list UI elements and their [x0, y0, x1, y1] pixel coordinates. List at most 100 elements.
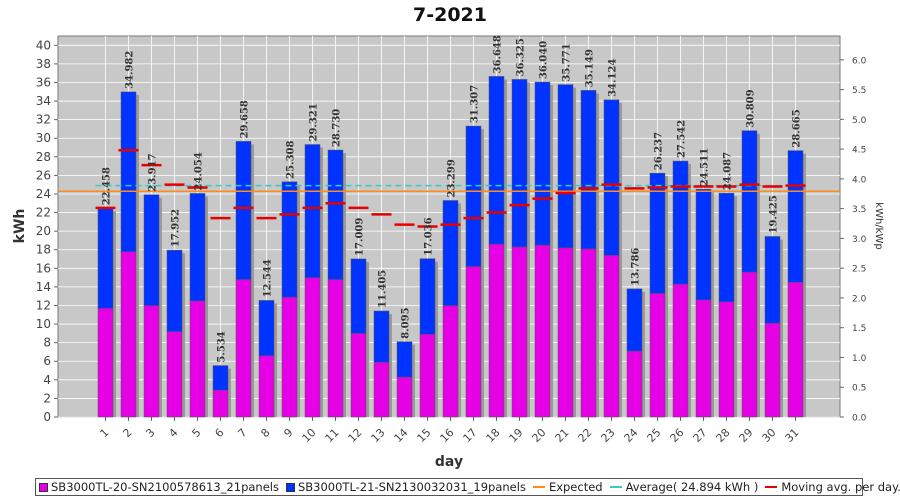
- x-tick-label: 17: [461, 426, 480, 445]
- bar-series1-day-10: [304, 277, 321, 418]
- bar-series2-day-10: [304, 144, 321, 278]
- legend-item-expected: Expected: [532, 480, 603, 494]
- bar-series2-day-28: [718, 192, 735, 303]
- bar-value-label: 19.425: [769, 195, 780, 233]
- y-tick-label: 28: [36, 150, 51, 164]
- legend-swatch-series1: [39, 482, 48, 492]
- y-tick-label: 6: [43, 354, 51, 368]
- chart-title: 7-2021: [413, 4, 487, 26]
- bar-series1-day-12: [350, 333, 367, 418]
- bar-series2-day-22: [580, 90, 597, 250]
- legend-item-series1: SB3000TL-20-SN2100578613_21panels: [39, 480, 279, 494]
- bar-series2-day-15: [419, 258, 436, 335]
- bar-value-label: 34.124: [608, 59, 619, 97]
- x-tick-label: 19: [507, 426, 526, 445]
- bar-series2-day-31: [787, 150, 804, 283]
- bar-series2-day-26: [672, 160, 689, 285]
- bar-series1-day-31: [787, 282, 804, 418]
- y2-tick-label: 1.5: [852, 324, 866, 334]
- x-tick-label: 6: [212, 426, 226, 440]
- bar-series2-day-13: [373, 310, 390, 363]
- bar-series1-day-21: [557, 247, 574, 418]
- bar-value-label: 28.665: [792, 109, 803, 147]
- bar-series1-day-15: [419, 334, 436, 418]
- y-tick-label: 32: [36, 113, 51, 127]
- x-tick-label: 5: [189, 426, 203, 440]
- legend-label-moving: Moving avg. per day.: [781, 480, 900, 494]
- bar-series1-day-26: [672, 283, 689, 418]
- bar-series2-day-7: [235, 141, 252, 280]
- x-tick-label: 28: [714, 426, 733, 445]
- bar-series2-day-9: [281, 181, 298, 298]
- bar-value-label: 34.982: [125, 51, 136, 89]
- x-axis-label: day: [435, 454, 463, 470]
- y2-axis-label: kWh/kWp: [873, 202, 884, 249]
- bar-value-label: 36.040: [539, 41, 550, 79]
- bar-series2-day-20: [534, 81, 551, 246]
- bar-series2-day-29: [741, 130, 758, 273]
- legend-swatch-series2: [285, 482, 295, 492]
- bar-series2-day-11: [327, 149, 344, 280]
- legend-item-average: Average( 24.894 kWh ): [609, 480, 759, 494]
- bar-series2-day-30: [764, 236, 781, 324]
- x-tick-label: 9: [281, 426, 295, 440]
- bar-series2-day-24: [626, 288, 643, 352]
- bar-series1-day-28: [718, 301, 735, 418]
- bar-value-label: 35.771: [562, 43, 573, 81]
- y-tick-label: 12: [36, 298, 51, 312]
- bar-series1-day-23: [603, 255, 620, 418]
- y-tick-label: 18: [36, 243, 51, 257]
- y-tick-label: 24: [36, 187, 51, 201]
- y2-tick-label: 4.5: [852, 146, 866, 156]
- bar-value-label: 23.299: [447, 159, 458, 197]
- x-tick-label: 7: [235, 426, 249, 440]
- y-tick-label: 10: [36, 317, 51, 331]
- bar-series1-day-27: [695, 299, 712, 418]
- legend-item-moving: Moving avg. per day.: [765, 480, 900, 494]
- x-tick-label: 20: [530, 426, 549, 445]
- bar-series2-day-8: [258, 300, 275, 356]
- legend-label-average: Average( 24.894 kWh ): [625, 480, 759, 494]
- bar-value-label: 12.544: [263, 259, 274, 297]
- x-tick-label: 10: [300, 426, 319, 445]
- x-tick-label: 21: [553, 426, 572, 445]
- bar-value-label: 31.307: [470, 85, 481, 123]
- bar-series2-day-5: [189, 193, 206, 302]
- bar-series2-day-1: [97, 208, 114, 309]
- x-tick-label: 18: [484, 426, 503, 445]
- y-tick-label: 4: [43, 373, 51, 387]
- x-tick-label: 14: [392, 426, 411, 445]
- y-tick-label: 26: [36, 168, 51, 182]
- legend-label-series2: SB3000TL-21-SN2130032031_19panels: [297, 480, 526, 494]
- bar-series1-day-25: [649, 293, 666, 418]
- bar-series1-day-2: [120, 251, 137, 418]
- bar-series1-day-29: [741, 271, 758, 418]
- bar-series2-day-2: [120, 91, 137, 252]
- bar-series1-day-3: [143, 305, 160, 418]
- bar-value-label: 36.648: [493, 35, 504, 73]
- bar-value-label: 29.658: [240, 100, 251, 138]
- bar-series2-day-19: [511, 79, 528, 248]
- moving-average-marks: [95, 149, 806, 228]
- bar-value-label: 17.952: [171, 209, 182, 247]
- y-tick-label: 38: [36, 57, 51, 71]
- y-tick-label: 30: [36, 131, 51, 145]
- legend-label-series1: SB3000TL-20-SN2100578613_21panels: [51, 480, 279, 494]
- bar-series2-day-21: [557, 84, 574, 249]
- bar-series1-day-16: [442, 305, 459, 418]
- bar-value-label: 24.511: [700, 148, 711, 186]
- bar-value-label: 28.730: [332, 109, 343, 147]
- legend: SB3000TL-20-SN2100578613_21panels SB3000…: [35, 478, 900, 496]
- bar-series1-day-24: [626, 350, 643, 418]
- y2-tick-label: 3.0: [852, 235, 867, 245]
- y-tick-label: 34: [36, 94, 51, 108]
- x-tick-label: 13: [369, 426, 388, 445]
- bar-series2-day-3: [143, 194, 160, 306]
- bar-series1-day-22: [580, 248, 597, 418]
- bar-series2-day-14: [396, 341, 413, 378]
- x-tick-label: 27: [691, 426, 710, 445]
- x-tick-label: 12: [346, 426, 365, 445]
- bar-series1-day-6: [212, 389, 229, 418]
- bar-value-label: 11.405: [378, 270, 389, 308]
- x-tick-label: 29: [737, 426, 756, 445]
